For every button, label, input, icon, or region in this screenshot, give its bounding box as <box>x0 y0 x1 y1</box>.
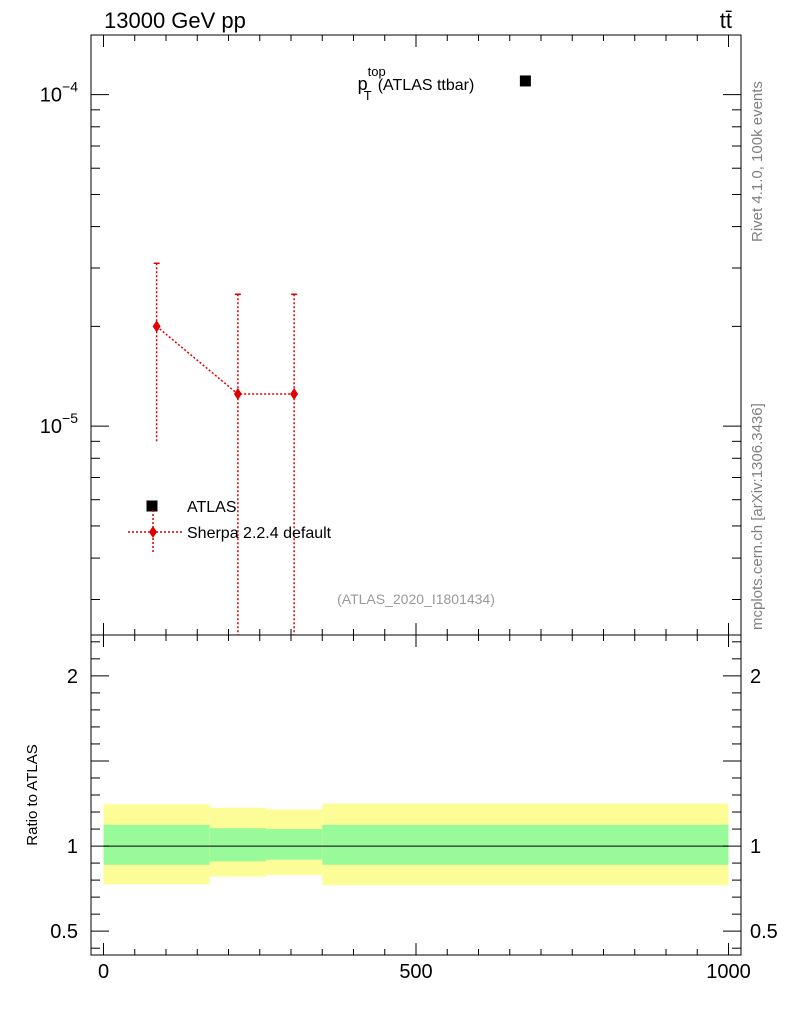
ratio-y-tick-label: 2 <box>67 666 78 688</box>
ratio-uncertainty-bands <box>103 803 729 886</box>
rivet-version-label: Rivet 4.1.0, 100k events <box>749 81 766 242</box>
process-label: tt̄ <box>720 8 732 33</box>
inner-band <box>209 828 266 862</box>
inner-band <box>103 824 210 865</box>
analysis-label: (ATLAS_2020_I1801434) <box>337 591 495 607</box>
ratio-y-tick-label: 1 <box>67 836 78 858</box>
beam-label: 13000 GeV pp <box>104 8 246 33</box>
sherpa-point <box>233 388 242 401</box>
ratio-axis-ticks <box>91 635 741 955</box>
inner-band <box>266 829 323 860</box>
plot-title: ptop T(ATLAS ttbar) <box>358 64 475 103</box>
legend-atlas-label: ATLAS <box>187 499 237 516</box>
ratio-y-tick-label-right: 2 <box>750 666 761 688</box>
y-tick-label: 10−5 <box>40 410 78 438</box>
legend-sherpa-label: Sherpa 2.2.4 default <box>187 525 332 542</box>
ratio-y-tick-label-right: 1 <box>750 836 761 858</box>
main-y-tick-labels: 10−210−310−410−5 <box>40 79 78 438</box>
x-tick-label: 0 <box>98 961 109 983</box>
y-tick-label: 10−4 <box>40 79 78 107</box>
main-frame <box>90 34 742 636</box>
x-tick-label: 1000 <box>706 961 751 983</box>
sherpa-point <box>152 320 161 333</box>
x-tick-label: 500 <box>399 961 432 983</box>
legend-sherpa-marker <box>149 526 157 538</box>
ratio-y-tick-label-right: 0.5 <box>750 921 778 943</box>
ratio-panel: 0.5 0.5 1 1 2 2 0 500 1000 Ratio to ATLAS <box>24 634 778 983</box>
ratio-y-axis-label: Ratio to ATLAS <box>24 744 41 845</box>
mcplots-label: mcplots.cern.ch [arXiv:1306.3436] <box>749 403 766 630</box>
main-axis-ticks <box>91 35 741 635</box>
ratio-y-tick-label: 0.5 <box>50 921 78 943</box>
main-data-marks <box>152 75 531 635</box>
ratio-frame <box>90 634 742 956</box>
atlas-point <box>519 75 531 87</box>
ratio-tick-labels: 0.5 0.5 1 1 2 2 0 500 1000 <box>50 666 778 983</box>
sherpa-line <box>156 325 295 395</box>
legend: ATLAS Sherpa 2.2.4 default <box>128 499 332 554</box>
sherpa-point <box>290 388 299 401</box>
inner-band <box>322 824 729 865</box>
legend-atlas-marker <box>146 500 158 512</box>
